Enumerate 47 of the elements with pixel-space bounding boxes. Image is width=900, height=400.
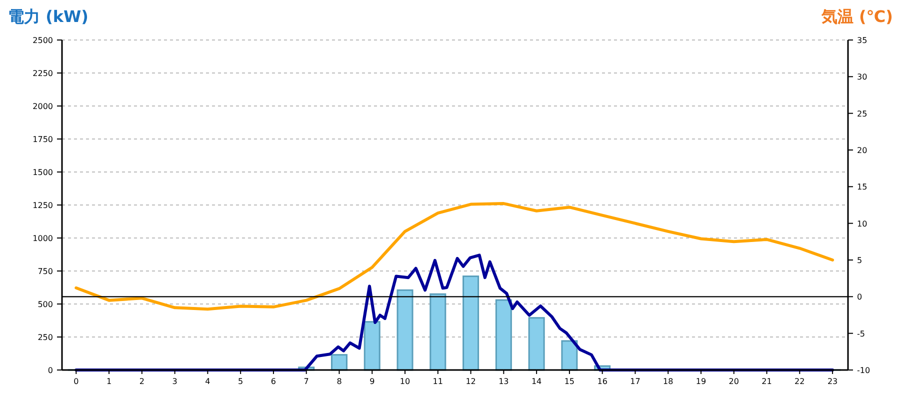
x-tick-label: 17 (630, 377, 640, 386)
y2-tick-label: 15 (857, 182, 868, 192)
x-tick-label: 5 (238, 377, 244, 386)
y-tick-label: 2500 (32, 36, 53, 45)
y-tick-label: 2250 (32, 69, 53, 78)
x-tick-label: 1 (106, 377, 112, 386)
x-tick-label: 13 (498, 377, 509, 386)
x-tick-label: 0 (74, 377, 79, 386)
x-tick-label: 6 (270, 377, 276, 386)
x-tick-label: 10 (400, 377, 410, 386)
y2-tick-label: 20 (857, 146, 868, 155)
x-tick-label: 9 (370, 377, 375, 386)
y2-tick-label: -10 (857, 366, 870, 375)
x-tick-label: 22 (794, 377, 805, 386)
x-tick-label: 2 (139, 377, 144, 386)
x-tick-label: 7 (304, 377, 309, 386)
y2-tick-label: -5 (857, 329, 865, 338)
x-tick-label: 11 (432, 377, 443, 386)
y2-tick-label: 35 (857, 36, 868, 45)
y-tick-label: 1500 (32, 168, 53, 177)
x-tick-label: 8 (336, 377, 342, 386)
y-tick-label: 750 (38, 267, 53, 276)
y2-tick-label: 0 (857, 292, 862, 302)
y-axis-title: 電力 (kW) (8, 7, 88, 26)
y-tick-label: 250 (38, 333, 53, 342)
y2-axis-title: 気温 (℃) (820, 7, 893, 26)
y-tick-label: 2000 (32, 102, 53, 111)
x-tick-label: 4 (205, 377, 210, 386)
x-tick-label: 15 (564, 377, 575, 386)
x-tick-label: 21 (762, 377, 772, 386)
y2-tick-label: 25 (857, 109, 868, 118)
y2-tick-label: 30 (857, 72, 868, 82)
x-tick-label: 19 (696, 377, 706, 386)
x-tick-label: 3 (172, 377, 178, 386)
y-tick-label: 1250 (32, 201, 53, 210)
x-tick-label: 12 (466, 377, 476, 386)
x-tick-label: 23 (827, 377, 838, 386)
y-tick-label: 0 (48, 366, 53, 375)
y2-tick-label: 5 (857, 256, 862, 265)
y-tick-label: 1000 (32, 234, 53, 243)
y-tick-label: 1750 (32, 135, 53, 144)
y2-tick-label: 10 (857, 219, 868, 228)
x-tick-label: 14 (531, 377, 542, 386)
y-tick-label: 500 (38, 300, 53, 309)
x-tick-label: 20 (728, 377, 739, 386)
x-tick-label: 18 (663, 377, 674, 386)
x-tick-label: 16 (597, 377, 608, 386)
